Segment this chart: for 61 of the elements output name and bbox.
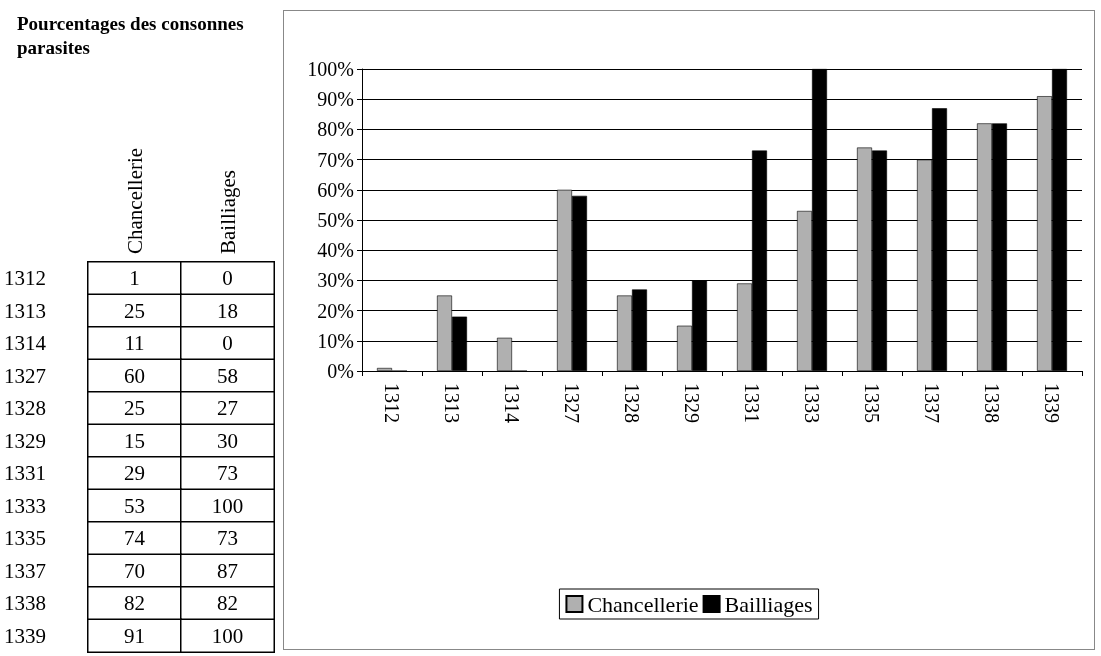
data-label: 58 (217, 363, 238, 388)
chart-title: Pourcentages des consonnes parasites (17, 12, 249, 58)
legend-label: Chancellerie (587, 591, 699, 617)
y-tick-label: 1335 (4, 526, 46, 551)
data-label: 1 (129, 266, 140, 291)
x-tick-label: 1331 (741, 383, 763, 423)
y-tick-label: 70% (317, 148, 354, 171)
legend-label: Bailliages (724, 591, 813, 617)
data-label: 18 (217, 298, 238, 323)
data-label: 30 (217, 428, 238, 453)
x-tick-label: 1335 (861, 383, 883, 423)
x-tick-label: 1328 (621, 383, 643, 423)
y-tick-label: 1312 (4, 266, 46, 291)
y-tick-label: 1329 (4, 428, 46, 453)
y-tick-label: 1314 (4, 331, 47, 356)
y-tick-label: 20% (317, 299, 354, 322)
y-tick-label: 1339 (4, 623, 46, 648)
y-tick-label: 10% (317, 329, 354, 352)
data-label: 27 (217, 396, 238, 421)
data-label: 82 (217, 591, 238, 616)
y-tick-label: 1313 (4, 298, 46, 323)
data-label: 70 (124, 558, 145, 583)
y-tick-label: 40% (317, 239, 354, 262)
x-tick-label: 1313 (441, 383, 463, 423)
x-tick-label: 1327 (561, 383, 583, 423)
data-label: 100 (211, 623, 244, 648)
y-tick-label: 1338 (4, 591, 46, 616)
data-label: 73 (217, 526, 238, 551)
y-tick-label: 90% (317, 88, 354, 111)
y-tick-label: 1327 (4, 363, 46, 388)
data-label: 25 (124, 298, 145, 323)
y-tick-label: 80% (317, 118, 354, 141)
x-tick-label: 1329 (681, 383, 703, 423)
x-tick-label: 1333 (801, 383, 823, 423)
y-tick-label: 0% (327, 360, 354, 382)
y-tick-label: 50% (317, 209, 354, 231)
data-label: 29 (124, 461, 145, 486)
data-label: 0 (222, 266, 233, 291)
data-label: 15 (124, 428, 145, 453)
y-tick-label: 1337 (4, 558, 46, 583)
data-label: 87 (217, 558, 238, 583)
y-tick-label: 1331 (4, 461, 46, 486)
data-label: 11 (124, 331, 145, 356)
x-tick-label: 1314 (501, 383, 523, 423)
y-tick-label: 30% (317, 269, 354, 292)
y-tick-label: 1333 (4, 493, 46, 518)
data-label: 91 (124, 623, 145, 648)
data-label: 82 (124, 591, 145, 616)
data-label: 73 (217, 461, 238, 486)
x-tick-label: 1337 (921, 383, 943, 423)
data-label: 25 (124, 396, 145, 421)
x-tick-label: 1339 (1041, 383, 1063, 423)
data-label: 0 (222, 331, 233, 356)
data-label: 53 (124, 493, 145, 518)
x-tick-label: 1312 (381, 383, 403, 423)
x-tick-label: 1338 (981, 383, 1003, 423)
data-label: 60 (124, 363, 145, 388)
data-label: 74 (124, 526, 146, 551)
y-tick-label: 60% (317, 178, 354, 201)
y-tick-label: 100% (307, 58, 354, 80)
data-label: 100 (211, 493, 244, 518)
